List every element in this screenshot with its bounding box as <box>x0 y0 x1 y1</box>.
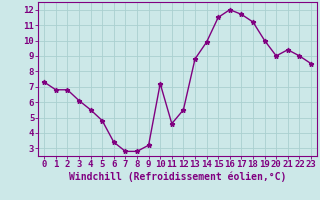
X-axis label: Windchill (Refroidissement éolien,°C): Windchill (Refroidissement éolien,°C) <box>69 172 286 182</box>
